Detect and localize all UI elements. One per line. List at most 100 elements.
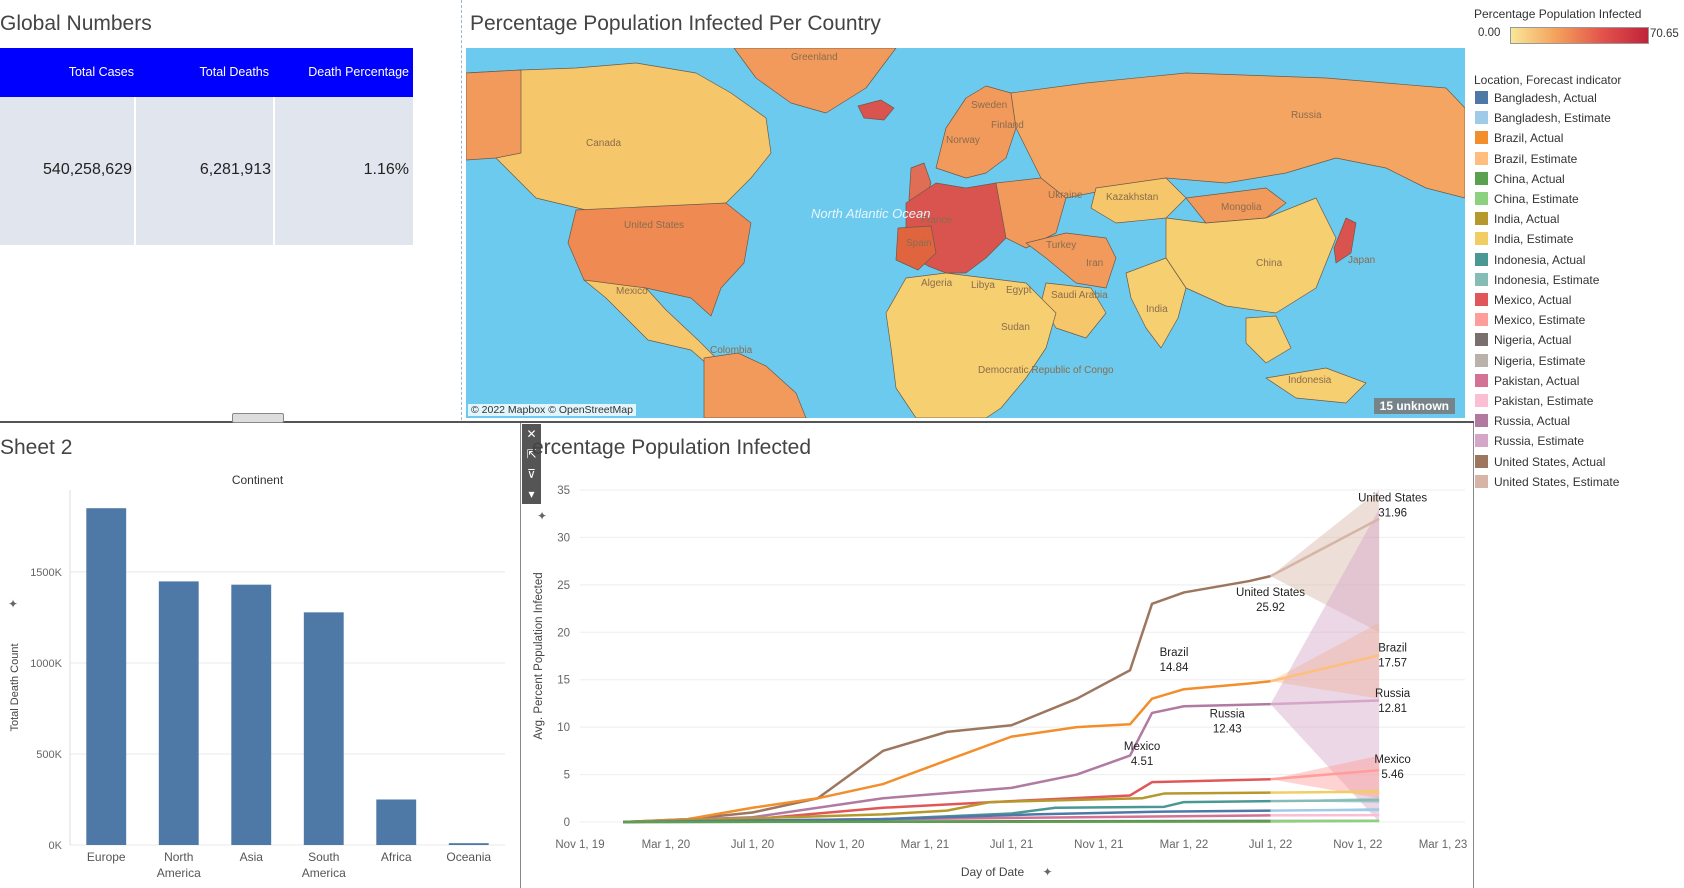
- estimate-band-mexico: [1270, 755, 1380, 799]
- y-tick-label: 30: [557, 532, 570, 544]
- close-icon[interactable]: ✕: [526, 427, 537, 441]
- world-map[interactable]: Greenland Canada United States Mexico Co…: [466, 48, 1465, 418]
- japan-shape: [1333, 217, 1357, 264]
- y-tick-label: 500K: [36, 749, 62, 761]
- estimate-line-brazil[interactable]: [1270, 654, 1380, 683]
- legend-swatch: [1475, 333, 1488, 347]
- legend-item-indonesia-actual[interactable]: Indonesia, Actual: [1475, 252, 1585, 267]
- pin-icon[interactable]: ✦: [1043, 865, 1053, 879]
- bar-europe[interactable]: [86, 508, 127, 845]
- legend-item-india-estimate[interactable]: India, Estimate: [1475, 232, 1573, 246]
- series-line-india[interactable]: [623, 791, 1271, 824]
- legend-item-bangladesh-estimate[interactable]: Bangladesh, Estimate: [1475, 111, 1611, 125]
- legend-label: Mexico, Estimate: [1494, 313, 1586, 328]
- legend-item-brazil-estimate[interactable]: Brazil, Estimate: [1475, 151, 1577, 166]
- y-tick-label: 25: [557, 580, 570, 592]
- open-in-new-icon[interactable]: ⇱: [526, 447, 537, 461]
- legend-label: Russia, Actual: [1494, 414, 1571, 429]
- y-tick-label: 10: [557, 722, 570, 734]
- pin-icon[interactable]: ✦: [8, 597, 18, 611]
- series-line-russia[interactable]: [623, 702, 1271, 824]
- resize-handle[interactable]: [232, 413, 284, 423]
- map-label-china: China: [1256, 258, 1283, 269]
- legend-item-brazil-actual[interactable]: Brazil, Actual: [1475, 131, 1563, 145]
- global-numbers-row: 540,258,629 6,281,913 1.16%: [0, 97, 413, 245]
- legend-item-bangladesh-actual[interactable]: Bangladesh, Actual: [1475, 91, 1597, 105]
- series-line-brazil[interactable]: [623, 679, 1271, 824]
- legend-item-indonesia-estimate[interactable]: Indonesia, Estimate: [1475, 272, 1599, 287]
- legend-item-pakistan-estimate[interactable]: Pakistan, Estimate: [1475, 394, 1593, 408]
- legend-item-russia-estimate[interactable]: Russia, Estimate: [1475, 434, 1584, 448]
- data-label: United States: [1236, 587, 1305, 599]
- data-label: 12.81: [1378, 703, 1407, 715]
- estimate-line-russia[interactable]: [1270, 699, 1380, 706]
- more-options-icon[interactable]: ▾: [528, 487, 535, 501]
- legend-item-china-actual[interactable]: China, Actual: [1475, 171, 1565, 186]
- filter-icon[interactable]: ⊽: [527, 467, 536, 481]
- legend-item-india-actual[interactable]: India, Actual: [1475, 212, 1559, 226]
- legend-swatch: [1475, 434, 1488, 448]
- legend-item-mexico-estimate[interactable]: Mexico, Estimate: [1475, 313, 1585, 327]
- russia-shape: [1010, 72, 1465, 199]
- sheet2-title: Sheet 2: [0, 436, 73, 459]
- legend-swatch: [1475, 454, 1488, 468]
- legend-item-pakistan-actual[interactable]: Pakistan, Actual: [1475, 373, 1579, 388]
- data-label: Brazil: [1378, 642, 1407, 654]
- data-label: 4.51: [1131, 756, 1153, 768]
- map-label-atlantic: North Atlantic Ocean: [811, 206, 930, 221]
- col-death-percentage[interactable]: Death Percentage: [308, 65, 409, 79]
- map-label-india: India: [1146, 304, 1168, 315]
- col-total-cases[interactable]: Total Cases: [68, 65, 134, 79]
- legend-item-nigeria-actual[interactable]: Nigeria, Actual: [1475, 333, 1571, 347]
- pane-divider-vertical: [461, 0, 462, 420]
- unknown-badge[interactable]: 15 unknown: [1373, 398, 1455, 414]
- col-total-deaths[interactable]: Total Deaths: [199, 65, 269, 79]
- x-tick-label: Jul 1, 22: [1249, 839, 1292, 851]
- sheet-toolbar: ✕ ⇱ ⊽ ▾: [522, 424, 541, 504]
- x-tick-label: Jul 1, 20: [731, 839, 774, 851]
- legend-swatch: [1475, 171, 1488, 185]
- legend-item-china-estimate[interactable]: China, Estimate: [1475, 192, 1579, 206]
- map-label-canada: Canada: [586, 138, 621, 149]
- legend-swatch: [1475, 131, 1488, 145]
- bar-north-america[interactable]: [158, 581, 199, 845]
- bar-oceania[interactable]: [448, 843, 489, 845]
- pin-icon[interactable]: ✦: [537, 509, 547, 523]
- color-legend-gradient[interactable]: [1510, 27, 1649, 44]
- bar-africa[interactable]: [376, 799, 417, 845]
- pane-divider-horizontal: [0, 421, 1474, 423]
- legend-item-nigeria-estimate[interactable]: Nigeria, Estimate: [1475, 353, 1585, 368]
- map-attribution[interactable]: © 2022 Mapbox © OpenStreetMap: [468, 404, 636, 416]
- alaska-shape: [466, 69, 522, 161]
- map-label-norway: Norway: [946, 135, 980, 146]
- estimate-line-indonesia[interactable]: [1270, 798, 1380, 803]
- y-axis-label: Avg. Percent Population Infected: [533, 572, 545, 739]
- total-deaths-value[interactable]: 6,281,913: [199, 161, 271, 178]
- legend-item-mexico-actual[interactable]: Mexico, Actual: [1475, 293, 1571, 307]
- total-cases-value[interactable]: 540,258,629: [43, 161, 132, 178]
- data-label: Mexico: [1374, 754, 1410, 766]
- series-line-united-states[interactable]: [623, 574, 1271, 824]
- estimate-line-india[interactable]: [1270, 790, 1380, 794]
- estimate-line-mexico[interactable]: [1270, 768, 1380, 781]
- estimate-line-bangladesh[interactable]: [1270, 808, 1380, 812]
- x-tick-label: South: [308, 850, 339, 864]
- legend-item-united-states-actual[interactable]: United States, Actual: [1475, 454, 1605, 469]
- world-map-svg: Greenland Canada United States Mexico Co…: [466, 48, 1465, 418]
- legend-item-russia-actual[interactable]: Russia, Actual: [1475, 414, 1570, 428]
- legend-item-united-states-estimate[interactable]: United States, Estimate: [1475, 474, 1619, 489]
- estimate-line-united-states[interactable]: [1269, 517, 1380, 578]
- legend-swatch: [1475, 91, 1488, 104]
- x-tick-label: Mar 1, 23: [1419, 839, 1468, 851]
- x-tick-label: Asia: [240, 850, 264, 864]
- death-percentage-value[interactable]: 1.16%: [363, 161, 409, 178]
- bar-south-america[interactable]: [303, 612, 344, 845]
- bar-asia[interactable]: [231, 584, 272, 845]
- map-label-mexico: Mexico: [616, 286, 648, 297]
- map-label-egypt: Egypt: [1006, 285, 1032, 296]
- series-line-bangladesh[interactable]: [623, 809, 1271, 824]
- y-tick-label: 0K: [49, 840, 63, 852]
- x-tick-label: Jul 1, 21: [990, 839, 1033, 851]
- map-label-finland: Finland: [991, 120, 1024, 131]
- column-divider: [134, 97, 136, 245]
